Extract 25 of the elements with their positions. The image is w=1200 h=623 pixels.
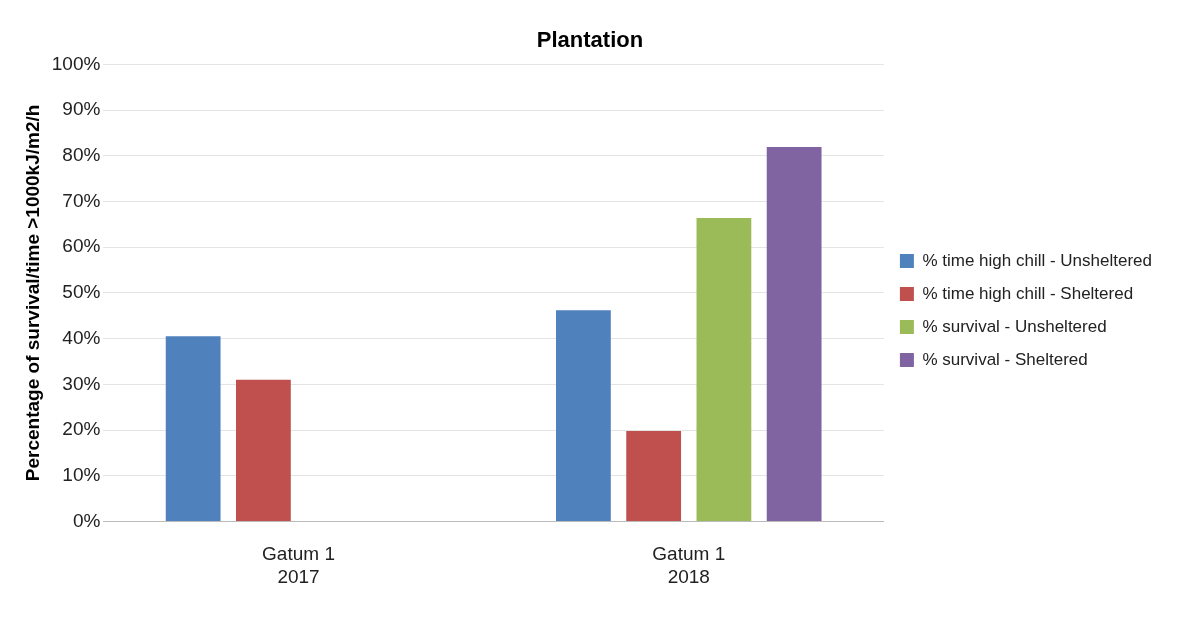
legend-label: % survival - Unsheltered <box>922 316 1107 336</box>
bar <box>165 336 221 521</box>
y-tick-label: 60% <box>62 235 101 257</box>
y-tick-label: 20% <box>62 418 101 440</box>
y-tick-label: 90% <box>62 98 101 120</box>
bar <box>556 310 611 521</box>
y-tick-label: 0% <box>72 509 101 531</box>
legend-label: % survival - Sheltered <box>922 349 1088 369</box>
x-tick-label: Gatum 1 2017 <box>262 543 335 587</box>
x-tick-label: Gatum 1 2018 <box>652 543 726 587</box>
y-tick-label: 50% <box>62 281 101 303</box>
y-axis-title: Percentage of survival/time >1000kJ/m2/h <box>21 104 43 482</box>
bar <box>626 430 682 521</box>
legend-label: % time high chill - Unsheltered <box>922 250 1153 270</box>
y-tick-label: 100% <box>51 52 101 74</box>
y-tick-label: 80% <box>62 144 101 166</box>
bar <box>696 217 752 521</box>
bar <box>766 147 822 521</box>
chart-title: Plantation <box>536 27 644 53</box>
y-tick-label: 70% <box>62 189 101 211</box>
y-tick-label: 30% <box>62 372 101 394</box>
y-tick-label: 10% <box>62 463 101 485</box>
bar <box>236 379 291 521</box>
legend-label: % time high chill - Sheltered <box>922 283 1134 303</box>
y-tick-label: 40% <box>62 326 101 348</box>
